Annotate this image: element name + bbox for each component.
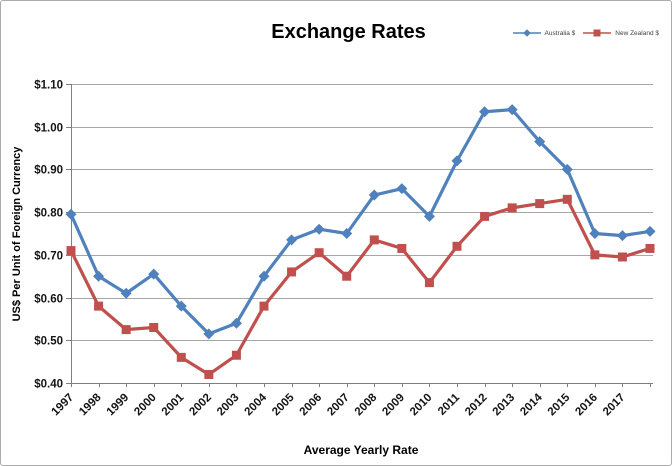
svg-text:2016: 2016 bbox=[573, 392, 600, 419]
svg-text:$0.50: $0.50 bbox=[34, 336, 63, 348]
chart-title: Exchange Rates bbox=[271, 21, 426, 43]
legend-label-australia: Australia $ bbox=[544, 29, 576, 37]
svg-text:1999: 1999 bbox=[105, 392, 132, 419]
legend-item-new-zealand: New Zealand $ bbox=[582, 28, 659, 38]
svg-text:2013: 2013 bbox=[491, 392, 518, 419]
svg-text:$0.90: $0.90 bbox=[34, 165, 63, 177]
svg-text:2005: 2005 bbox=[270, 391, 297, 418]
new-zealand-series-icon bbox=[583, 29, 612, 37]
svg-text:2007: 2007 bbox=[325, 392, 352, 419]
svg-text:$0.60: $0.60 bbox=[34, 294, 63, 306]
svg-text:$0.80: $0.80 bbox=[34, 208, 63, 220]
svg-text:2017: 2017 bbox=[601, 392, 628, 419]
svg-text:1997: 1997 bbox=[50, 392, 77, 419]
x-axis-title: Average Yearly Rate bbox=[303, 443, 419, 457]
svg-text:$0.70: $0.70 bbox=[34, 251, 63, 263]
australia-series-icon bbox=[512, 29, 541, 37]
svg-text:2004: 2004 bbox=[243, 391, 270, 418]
svg-text:2010: 2010 bbox=[408, 392, 435, 419]
svg-text:2001: 2001 bbox=[160, 391, 187, 418]
legend-label-new-zealand: New Zealand $ bbox=[615, 29, 659, 37]
svg-text:2002: 2002 bbox=[187, 392, 214, 419]
svg-text:2014: 2014 bbox=[518, 391, 545, 418]
svg-text:2009: 2009 bbox=[380, 392, 407, 419]
svg-text:2012: 2012 bbox=[463, 392, 490, 419]
legend: Australia $ New Zealand $ bbox=[512, 28, 659, 38]
y-axis-title: US$ Per Unit of Foreign Currency bbox=[11, 146, 23, 322]
svg-text:2000: 2000 bbox=[132, 392, 159, 419]
svg-text:$1.10: $1.10 bbox=[34, 80, 63, 92]
svg-text:2015: 2015 bbox=[546, 391, 573, 418]
svg-text:2008: 2008 bbox=[353, 391, 380, 418]
svg-text:2011: 2011 bbox=[436, 391, 463, 418]
svg-text:1998: 1998 bbox=[77, 391, 104, 418]
svg-text:2003: 2003 bbox=[215, 392, 242, 419]
legend-item-australia: Australia $ bbox=[512, 28, 576, 38]
svg-text:$0.40: $0.40 bbox=[34, 379, 63, 391]
svg-text:$1.00: $1.00 bbox=[34, 123, 63, 135]
svg-text:2006: 2006 bbox=[298, 392, 325, 419]
